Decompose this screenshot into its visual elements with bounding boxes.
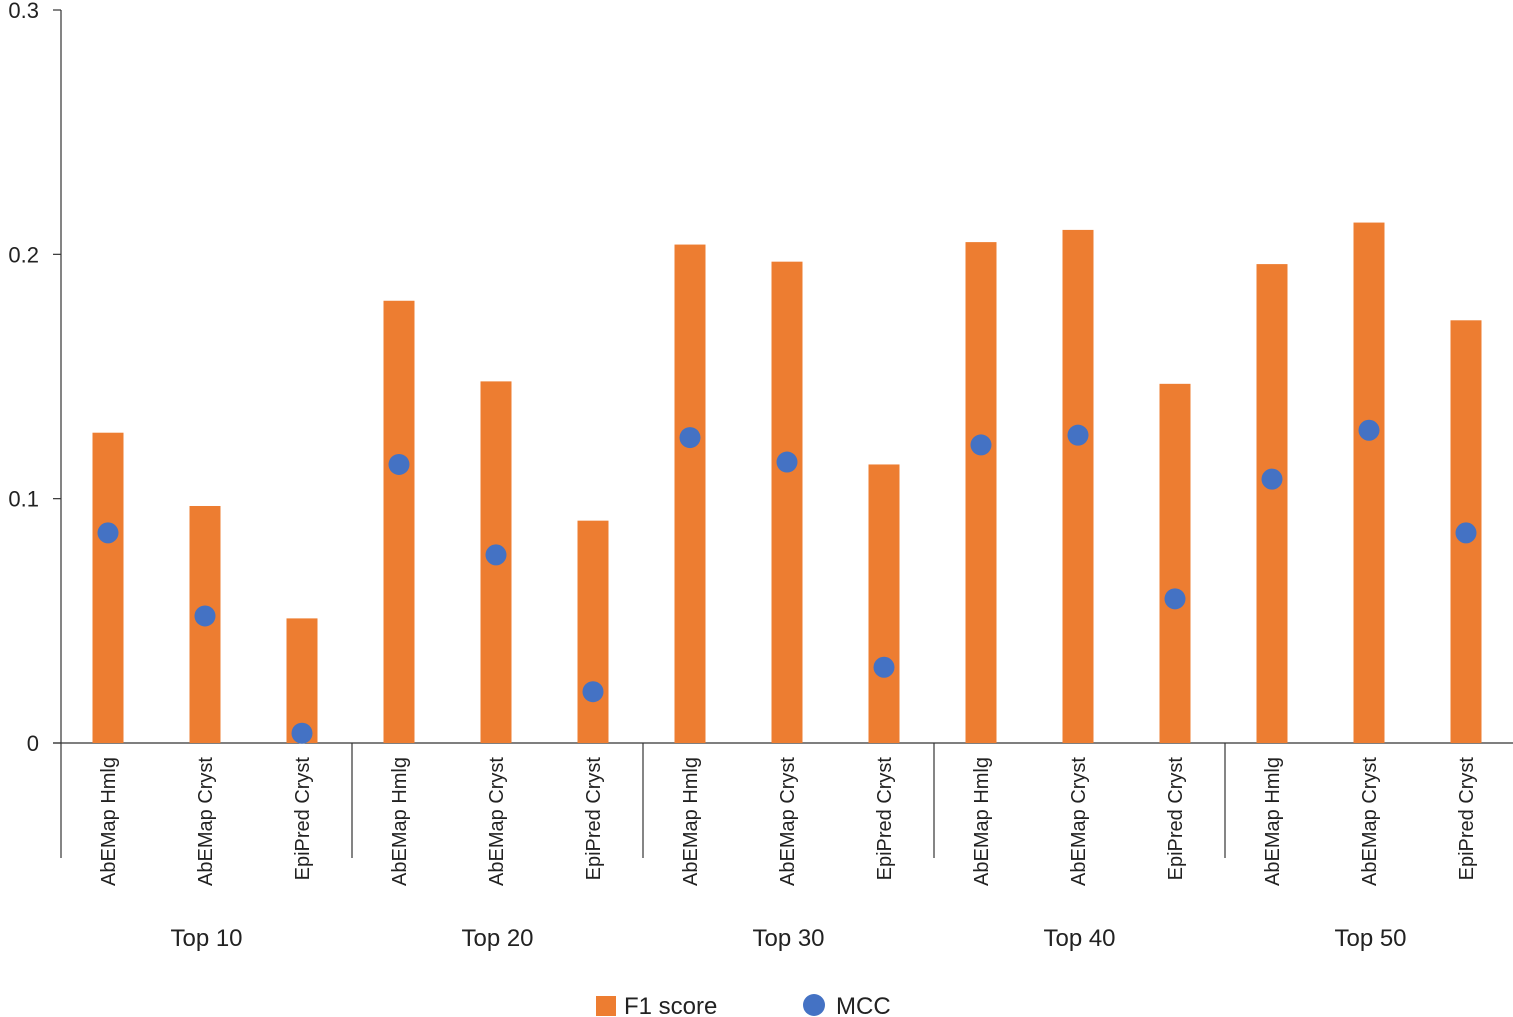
group-label: Top 30	[752, 925, 824, 952]
group-label: Top 20	[461, 925, 533, 952]
group-label: Top 10	[170, 925, 242, 952]
legend: F1 score MCC	[596, 993, 891, 1017]
legend-mcc-label: MCC	[836, 993, 891, 1017]
x-tick-label: AbEMap Hmlg	[680, 757, 702, 886]
bar-f1-score	[286, 618, 318, 743]
x-tick-label: AbEMap Hmlg	[98, 757, 120, 886]
x-tick-label: AbEMap Cryst	[195, 757, 217, 886]
bar-f1-score	[1256, 264, 1288, 743]
bar-f1-score	[674, 244, 706, 743]
points-mcc	[97, 419, 1477, 744]
point-mcc	[485, 544, 507, 566]
x-tick-label: EpiPred Cryst	[583, 757, 605, 881]
y-tick-label: 0.2	[8, 242, 39, 267]
point-mcc	[970, 434, 992, 456]
legend-f1-swatch	[596, 996, 616, 1016]
bar-f1-score	[1159, 383, 1191, 743]
y-tick-label: 0	[27, 731, 39, 756]
bar-f1-score	[868, 464, 900, 743]
point-mcc	[776, 451, 798, 473]
point-mcc	[1261, 468, 1283, 490]
point-mcc	[194, 605, 216, 627]
group-label: Top 50	[1334, 925, 1406, 952]
x-tick-label: EpiPred Cryst	[1165, 757, 1187, 881]
bar-f1-score	[383, 300, 415, 743]
point-mcc	[291, 722, 313, 744]
bar-f1-score	[92, 432, 124, 743]
point-mcc	[1455, 522, 1477, 544]
group-label: Top 40	[1043, 925, 1115, 952]
x-tick-label: AbEMap Cryst	[777, 757, 799, 886]
point-mcc	[1067, 424, 1089, 446]
axis-labels: 0 0.1 0.2 0.3 AbEMap Hmlg AbEMap Cryst EpiPred…	[8, 0, 1478, 952]
bar-f1-score	[1353, 222, 1385, 743]
bar-f1-score	[1062, 229, 1094, 743]
bar-f1-score	[771, 261, 803, 743]
point-mcc	[388, 453, 410, 475]
point-mcc	[582, 681, 604, 703]
point-mcc	[1164, 588, 1186, 610]
bar-f1-score	[965, 242, 997, 743]
bar-f1-score	[577, 520, 609, 743]
x-tick-label: AbEMap Hmlg	[389, 757, 411, 886]
legend-f1-label: F1 score	[624, 993, 717, 1017]
x-tick-label: EpiPred Cryst	[874, 757, 896, 881]
x-tick-label: EpiPred Cryst	[1456, 757, 1478, 881]
x-tick-label: AbEMap Cryst	[1359, 757, 1381, 886]
point-mcc	[873, 656, 895, 678]
x-tick-label: AbEMap Cryst	[486, 757, 508, 886]
point-mcc	[97, 522, 119, 544]
x-tick-label: AbEMap Cryst	[1068, 757, 1090, 886]
x-tick-label: EpiPred Cryst	[292, 757, 314, 881]
y-tick-label: 0.1	[8, 487, 39, 512]
point-mcc	[1358, 419, 1380, 441]
x-tick-label: AbEMap Hmlg	[971, 757, 993, 886]
y-tick-label: 0.3	[8, 0, 39, 23]
legend-mcc-swatch	[803, 994, 825, 1016]
point-mcc	[679, 427, 701, 449]
x-tick-label: AbEMap Hmlg	[1262, 757, 1284, 886]
